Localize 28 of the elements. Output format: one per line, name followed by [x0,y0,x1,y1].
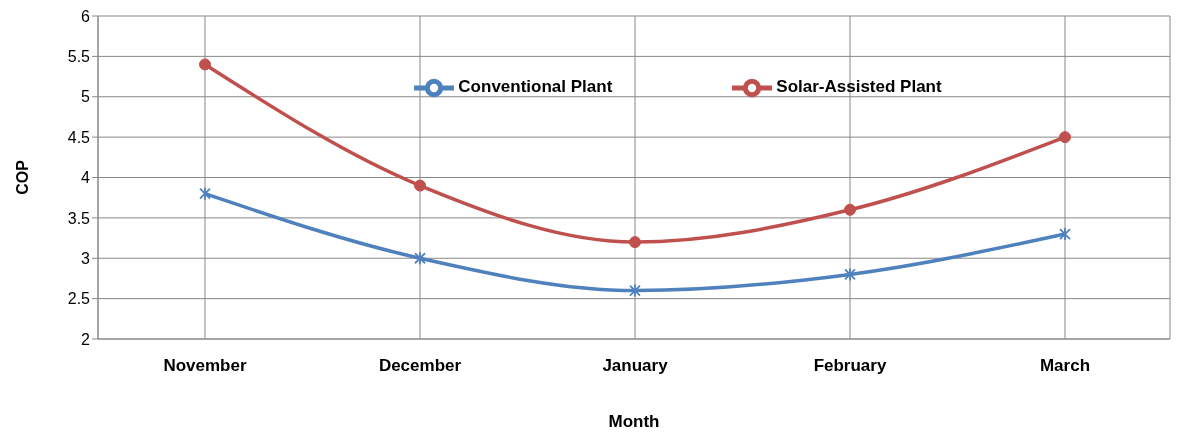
point [1059,227,1071,241]
y-tick-label: 4 [81,169,91,187]
legend-label: Conventional Plant [458,77,613,97]
x-tick-label: January [602,356,669,376]
x-tick-label: November [163,356,247,376]
point [844,203,856,216]
y-tick-label: 2.5 [67,290,91,308]
point [844,267,856,282]
x-axis-title: Month [608,412,660,431]
y-axis-title: COP [13,159,31,195]
point [414,251,426,266]
point [629,236,641,249]
point [199,58,211,71]
y-tick-label: 6 [81,7,91,25]
point [414,179,426,192]
y-tick-label: 3 [81,249,91,267]
x-tick-label: February [813,356,887,376]
point [199,186,211,201]
x-tick-label: December [378,356,462,376]
y-tick-label: 3.5 [67,209,91,227]
y-tick-label: 2 [81,330,91,348]
y-tick-label: 5 [81,88,91,106]
legend-label: Solar-Assisted Plant [776,77,942,97]
y-tick-label: 4.5 [67,128,91,146]
x-tick-label: March [1039,356,1091,376]
point [1059,131,1071,144]
point [629,283,641,298]
y-tick-label: 5.5 [67,48,91,66]
